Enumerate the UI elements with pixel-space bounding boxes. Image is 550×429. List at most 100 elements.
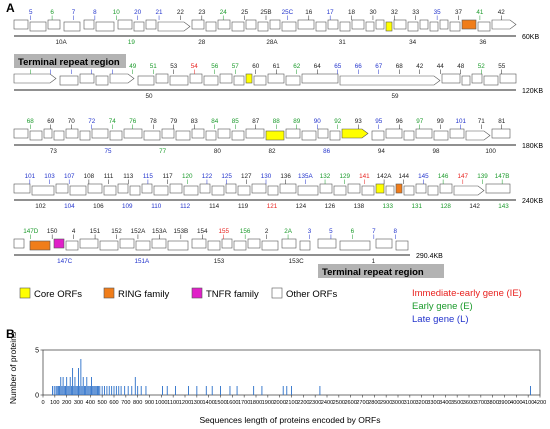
- x-tick-label: 200: [62, 400, 71, 406]
- orf-box: [261, 240, 279, 251]
- orf-label: 84: [211, 118, 219, 125]
- orf-label: 138: [354, 203, 365, 210]
- orf-label: 41: [476, 9, 484, 16]
- orf-box: [133, 21, 145, 32]
- legend-swatch-ring: [103, 287, 115, 299]
- orf-box: [175, 130, 191, 141]
- histogram-bar: [81, 386, 83, 395]
- orf-arrow: [341, 128, 369, 139]
- orf-box: [13, 238, 25, 249]
- orf-box: [141, 183, 153, 194]
- orf-box: [317, 128, 329, 139]
- orf-box: [375, 183, 385, 194]
- histogram-bar: [89, 386, 91, 395]
- orf-label: 6: [351, 228, 355, 235]
- legend-other: Other ORFs: [286, 289, 337, 300]
- histogram-bar: [120, 386, 122, 395]
- orf-box: [55, 183, 69, 194]
- x-tick-label: 3600: [463, 400, 475, 406]
- orf-box: [29, 21, 47, 32]
- orf-label: 1: [372, 258, 376, 265]
- histogram-bar: [104, 386, 105, 395]
- orf-label: 73: [50, 148, 58, 155]
- histogram-bar: [115, 386, 117, 395]
- orf-label: 112: [180, 203, 191, 210]
- orf-label: 92: [334, 118, 342, 125]
- histogram-bar: [83, 386, 85, 395]
- legend-core: Core ORFs: [34, 289, 82, 300]
- x-tick-label: 1000: [155, 400, 167, 406]
- orf-box: [237, 185, 251, 196]
- histogram-bar: [74, 377, 76, 395]
- orf-label: 69: [47, 118, 55, 125]
- orf-box: [151, 238, 167, 249]
- orf-label: 24: [220, 9, 228, 16]
- histogram-bar: [286, 386, 288, 395]
- orf-box: [483, 75, 499, 86]
- histogram-bar: [79, 386, 81, 395]
- orf-label: 28A: [266, 39, 278, 46]
- histogram-bar: [261, 386, 263, 395]
- histogram-bar: [291, 386, 292, 395]
- orf-label: 111: [104, 173, 114, 180]
- orf-box: [439, 19, 449, 30]
- orf-box: [119, 238, 135, 249]
- histogram-bar: [80, 359, 82, 395]
- orf-label: 50: [145, 93, 153, 100]
- orf-label: 117: [163, 173, 174, 180]
- orf-box: [385, 185, 395, 196]
- panel-b-label: B: [6, 327, 15, 341]
- orf-label: 152A: [131, 228, 147, 235]
- histogram-bar: [60, 377, 62, 395]
- orf-label: 101: [455, 118, 466, 125]
- orf-box: [225, 183, 237, 194]
- orf-box: [191, 238, 207, 249]
- orf-label: 147C: [57, 258, 73, 265]
- orf-box: [203, 75, 219, 86]
- orf-label: 72: [88, 118, 96, 125]
- x-tick-label: 2900: [380, 400, 392, 406]
- orf-label: 106: [93, 203, 104, 210]
- orf-box: [285, 128, 301, 139]
- orf-box: [419, 19, 429, 30]
- orf-label: 44: [437, 63, 445, 70]
- orf-label: 53: [170, 63, 178, 70]
- orf-box: [403, 185, 415, 196]
- histogram-bar: [131, 386, 133, 395]
- histogram-bar: [137, 386, 139, 395]
- orf-label: 10A: [56, 39, 68, 46]
- orf-label: 67: [375, 63, 383, 70]
- y-tick-label: 0: [35, 393, 39, 400]
- histogram-bar: [56, 386, 58, 395]
- orf-box: [375, 238, 393, 249]
- x-tick-label: 3100: [404, 400, 416, 406]
- orf-box: [59, 75, 79, 86]
- orf-label: 8: [93, 9, 97, 16]
- orf-box: [433, 130, 449, 141]
- genome-row: 240KB 101 103 107 108 111 113 115 117 120 122 125 12…: [13, 173, 543, 210]
- orf-label: 32: [391, 9, 399, 16]
- scale-label: 60KB: [522, 34, 539, 41]
- orf-box: [461, 75, 471, 86]
- orf-box: [47, 19, 61, 30]
- orf-box: [415, 128, 433, 139]
- histogram-bar: [108, 386, 110, 395]
- histogram-bar: [61, 386, 63, 395]
- orf-box: [145, 19, 157, 30]
- orf-label: 141: [359, 173, 370, 180]
- orf-label: 147D: [23, 228, 39, 235]
- orf-box: [79, 238, 99, 249]
- orf-box: [69, 185, 87, 196]
- histogram-bar: [67, 386, 69, 395]
- histogram-bar: [282, 386, 284, 395]
- x-tick-label: 4100: [522, 400, 534, 406]
- orf-label: 94: [378, 148, 386, 155]
- orf-label: 95: [375, 118, 383, 125]
- orf-label: 5: [329, 228, 333, 235]
- x-tick-label: 3700: [475, 400, 487, 406]
- orf-box: [63, 21, 81, 32]
- scale-label: 180KB: [522, 143, 543, 150]
- orf-box: [53, 238, 65, 249]
- orf-box: [441, 73, 461, 84]
- orf-label: 28: [198, 39, 206, 46]
